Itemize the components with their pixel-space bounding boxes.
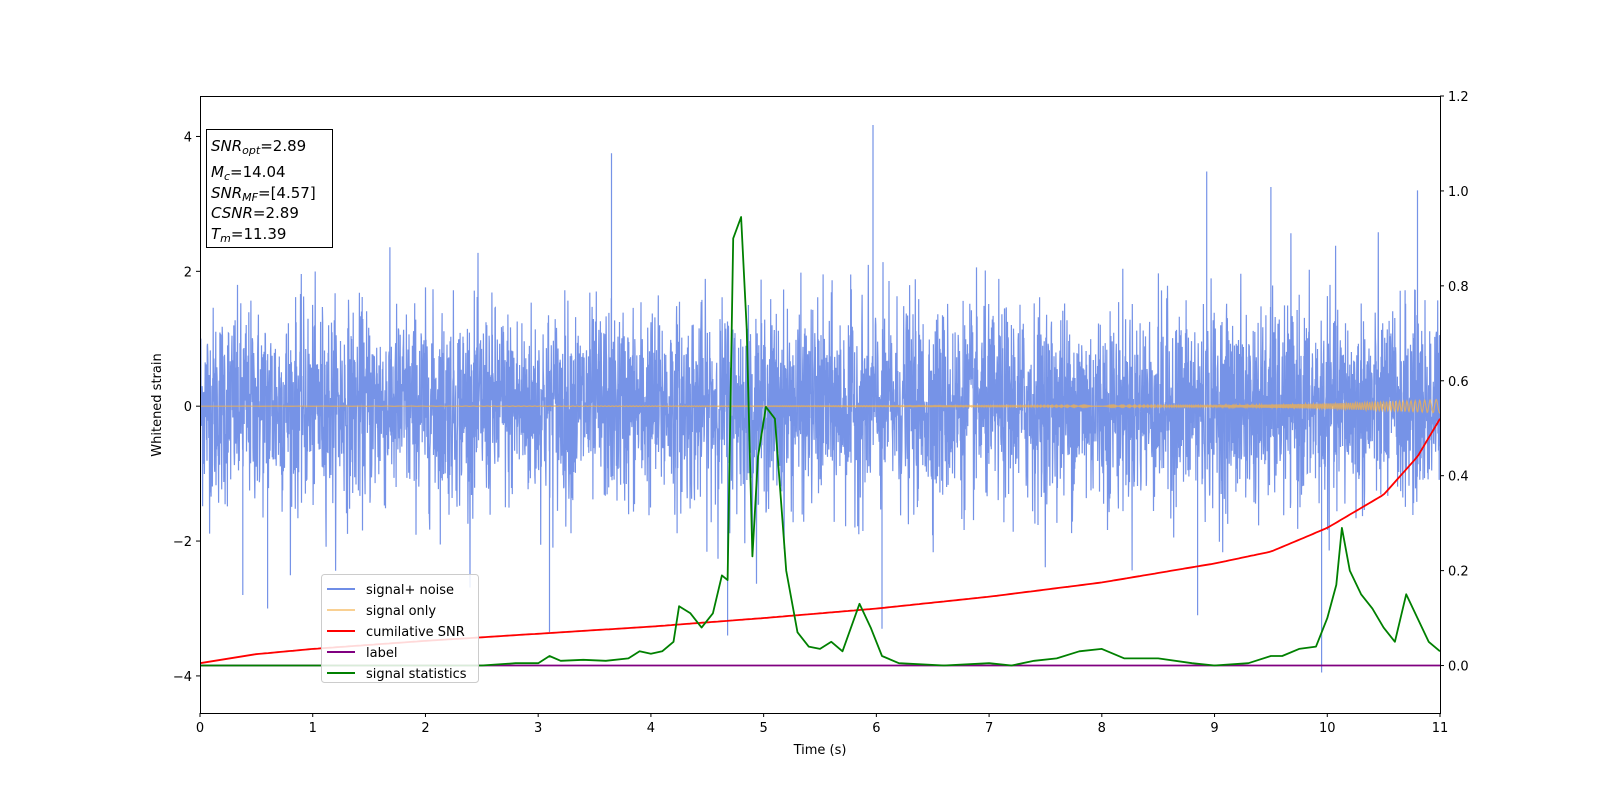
x-tick-label: 6 — [872, 721, 880, 736]
info-box-frame — [206, 129, 333, 248]
x-tick-label: 7 — [985, 721, 993, 736]
csnr-text: CSNR=2.89 — [211, 204, 299, 222]
series-signal-only — [200, 398, 1440, 414]
x-tick-label: 11 — [1432, 721, 1449, 736]
x-tick-label: 10 — [1319, 721, 1336, 736]
x-tick-label: 3 — [534, 721, 542, 736]
y2-tick-label: 0.4 — [1448, 470, 1469, 485]
x-tick-label: 2 — [421, 721, 429, 736]
info-box: SNRopt=2.89 Mc=14.04 SNRMF=[4.57] CSNR=2… — [206, 129, 333, 248]
legend-signal-statistics-text: signal statistics — [366, 667, 467, 682]
x-axis-label: Time (s) — [793, 743, 847, 758]
legend: signal+ noise signal only cumilative SNR la… — [321, 574, 479, 683]
x-tick-label: 9 — [1210, 721, 1218, 736]
y2-tick-label: 0.8 — [1448, 280, 1469, 295]
chirp-mass-text: Mc=14.04 — [211, 163, 286, 183]
legend-signal-noise-text: signal+ noise — [366, 583, 454, 598]
y-tick-label: 2 — [184, 265, 192, 280]
x-axis: 0 1 2 3 4 5 6 7 8 9 10 11 — [196, 713, 1448, 736]
series-signal-noise — [200, 125, 1440, 673]
y2-tick-label: 1.2 — [1448, 90, 1469, 105]
snr-mf-text: SNRMF=[4.57] — [211, 184, 316, 204]
legend-label-text: label — [366, 646, 397, 661]
y2-tick-label: 0.2 — [1448, 565, 1469, 580]
y-tick-label: −4 — [173, 670, 192, 685]
y-axis-left: −4 −2 0 2 4 — [173, 130, 200, 685]
y-axis-right: 0.0 0.2 0.4 0.6 0.8 1.0 1.2 — [1440, 90, 1469, 675]
x-tick-label: 4 — [647, 721, 655, 736]
x-tick-label: 1 — [309, 721, 317, 736]
y-tick-label: 0 — [184, 400, 192, 415]
legend-cumulative-snr-text: cumilative SNR — [366, 625, 465, 640]
legend-signal-only-text: signal only — [366, 604, 436, 619]
series-signal-statistics — [200, 216, 1440, 667]
y-tick-label: 4 — [184, 130, 192, 145]
legend-frame — [321, 574, 479, 683]
tm-text: Tm=11.39 — [211, 225, 286, 245]
y2-tick-label: 0.6 — [1448, 375, 1469, 390]
y2-tick-label: 1.0 — [1448, 185, 1469, 200]
snr-opt-text: SNRopt=2.89 — [211, 137, 306, 157]
x-tick-label: 5 — [759, 721, 767, 736]
axes-frame — [200, 96, 1441, 714]
x-tick-label: 8 — [1098, 721, 1106, 736]
y2-tick-label: 0.0 — [1448, 660, 1469, 675]
x-tick-label: 0 — [196, 721, 204, 736]
y-tick-label: −2 — [173, 535, 192, 550]
y-axis-label: Whitened strain — [150, 353, 165, 456]
